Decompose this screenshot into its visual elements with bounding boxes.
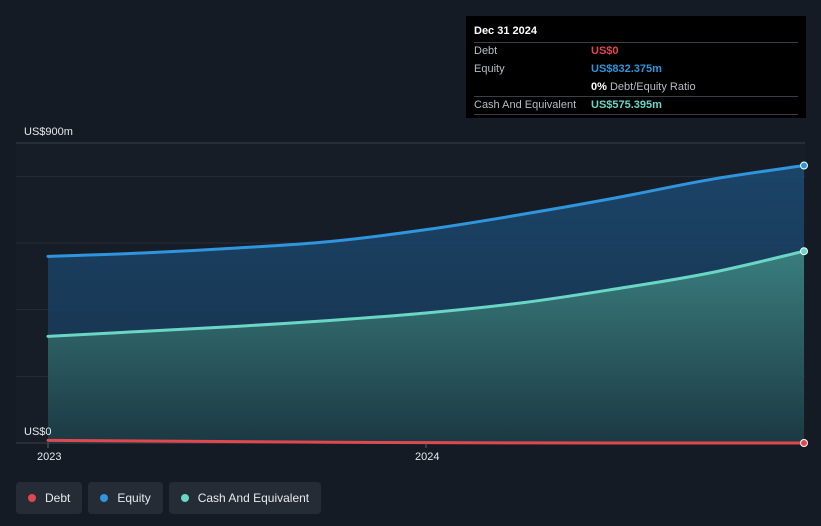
tooltip-cash-label: Cash And Equivalent (474, 99, 577, 111)
point-debt-end (800, 439, 808, 447)
legend-label-cash: Cash And Equivalent (197, 491, 310, 505)
legend-dot-equity (100, 494, 109, 502)
y-axis-bottom-label: US$0 (24, 426, 52, 438)
tooltip-debt-value: US$0 (591, 45, 619, 57)
line-debt (46, 438, 806, 445)
legend-item-cash[interactable]: Cash And Equivalent (168, 482, 322, 514)
area-cash-and-equivalent (48, 251, 804, 443)
tooltip-ratio-value: 0% (591, 81, 607, 93)
point-cash-and-equivalent-end (800, 247, 808, 256)
legend-dot-cash (180, 494, 189, 502)
legend-item-equity[interactable]: Equity (88, 482, 163, 514)
y-axis-top-label: US$900m (24, 126, 73, 138)
legend-dot-debt (28, 494, 36, 502)
legend-item-debt[interactable]: Debt (16, 482, 83, 514)
x-tick-label: 2024 (415, 451, 439, 463)
line-cash-and-equivalent (46, 249, 806, 338)
x-tick-label: 2023 (37, 451, 61, 463)
tooltip-ratio-label: Debt/Equity Ratio (609, 81, 696, 93)
tooltip-date: Dec 31 2024 (474, 25, 537, 37)
tooltip-row-debt: Debt US$0 (474, 42, 798, 60)
point-equity-end (800, 161, 808, 170)
tooltip-equity-label: Equity (474, 63, 505, 75)
tooltip-panel: Dec 31 2024 Debt US$0 Equity US$832.375m… (466, 16, 806, 118)
legend: Debt Equity Cash And Equivalent (16, 482, 322, 514)
tooltip-row-equity: Equity US$832.375m (474, 60, 798, 78)
tooltip-row-ratio: 0% Debt/Equity Ratio (474, 78, 798, 96)
tooltip-debt-label: Debt (474, 45, 498, 57)
legend-label-debt: Debt (45, 491, 71, 505)
legend-label-equity: Equity (117, 491, 151, 505)
tooltip-equity-value: US$832.375m (591, 63, 662, 75)
tooltip-row-cash: Cash And Equivalent US$575.395m (474, 96, 798, 115)
line-equity (46, 164, 806, 258)
tooltip-cash-value: US$575.395m (591, 99, 662, 111)
